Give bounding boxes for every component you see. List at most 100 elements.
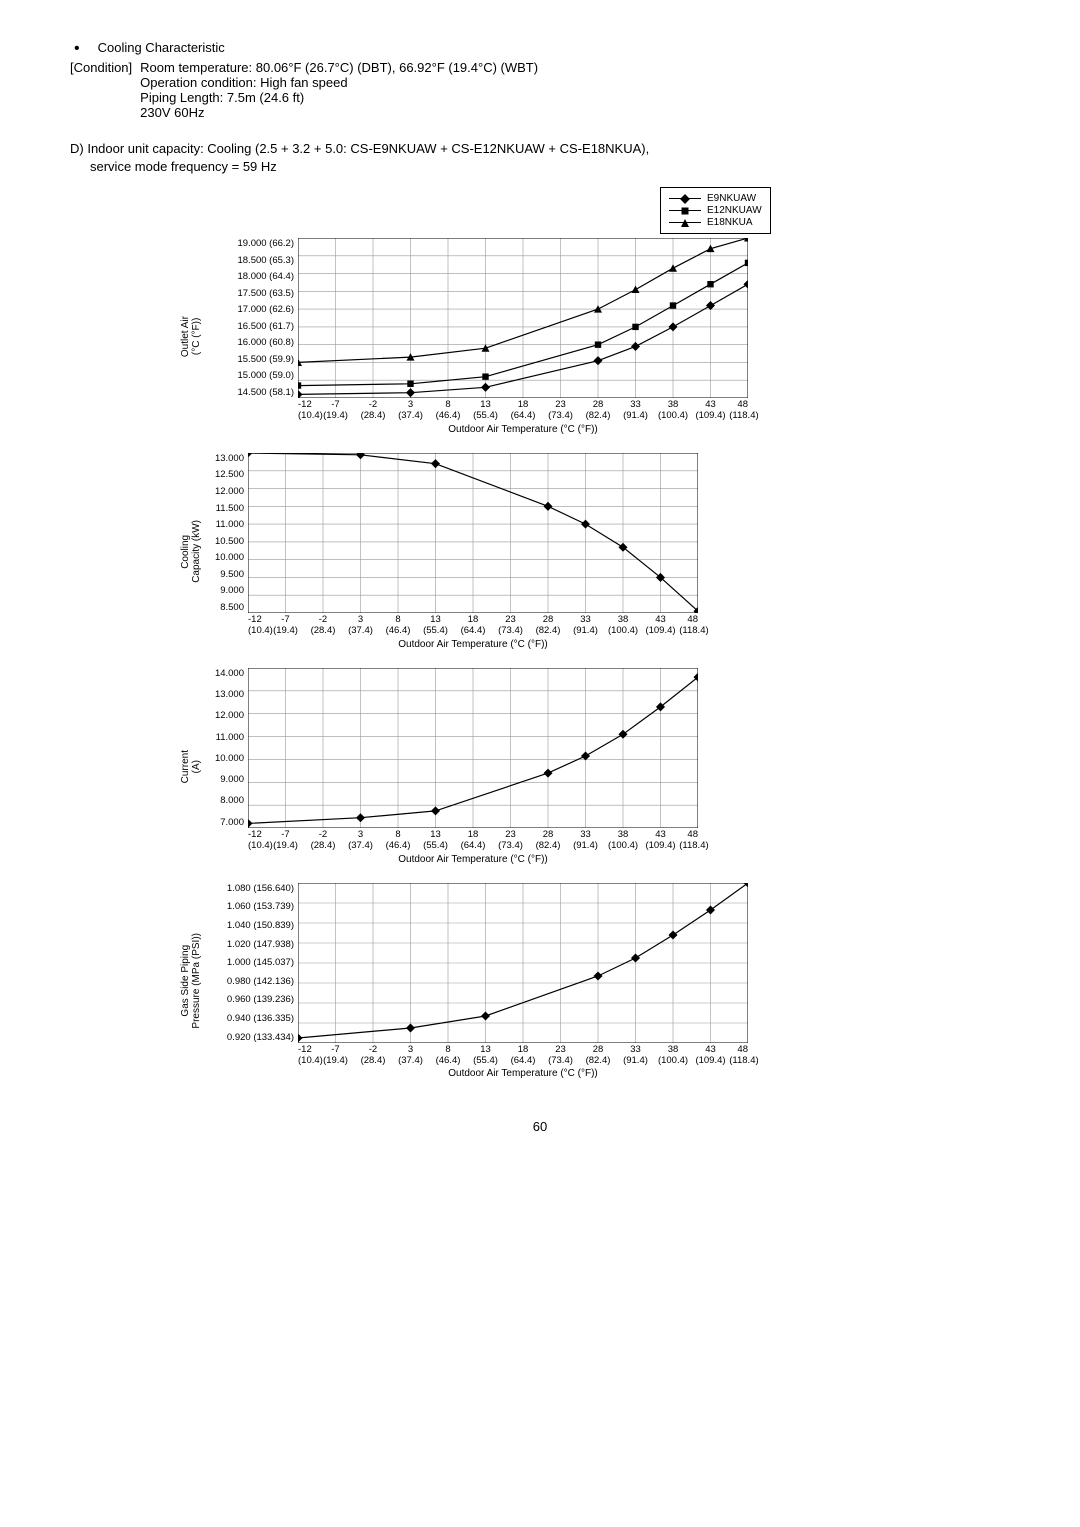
x-tick-label: 28(82.4) — [529, 830, 567, 852]
x-axis-label: Outdoor Air Temperature (°C (°F)) — [298, 424, 748, 435]
y-tick-label: 0.960 (139.236) — [227, 994, 294, 1005]
x-tick-label: -7(19.4) — [267, 615, 305, 637]
y-tick-label: 10.000 — [215, 753, 244, 764]
y-tick-label: 1.060 (153.739) — [227, 901, 294, 912]
x-tick-label: 43(109.4) — [642, 830, 680, 852]
x-tick-label: -7(19.4) — [267, 830, 305, 852]
condition-line: Operation condition: High fan speed — [140, 75, 538, 90]
x-ticks: -12(10.4)-7(19.4)-2(28.4)3(37.4)8(46.4)1… — [206, 615, 698, 637]
x-tick-label: 3(37.4) — [392, 400, 430, 422]
x-tick-label: -7(19.4) — [317, 1045, 355, 1067]
y-axis-label: Outlet Air (°C (°F)) — [180, 316, 204, 357]
x-tick-label: 48(118.4) — [729, 1045, 748, 1067]
x-axis-label: Outdoor Air Temperature (°C (°F)) — [248, 639, 698, 650]
x-tick-label: 33(91.4) — [617, 1045, 655, 1067]
x-tick-label: 33(91.4) — [617, 400, 655, 422]
y-tick-label: 0.980 (142.136) — [227, 976, 294, 987]
y-tick-label: 15.000 (59.0) — [237, 370, 294, 381]
x-tick-label: 33(91.4) — [567, 615, 605, 637]
y-tick-label: 11.000 — [216, 732, 244, 743]
condition-line: Piping Length: 7.5m (24.6 ft) — [140, 90, 538, 105]
y-tick-label: 10.500 — [215, 536, 244, 547]
x-tick-label: 43(109.4) — [692, 400, 730, 422]
y-tick-label: 0.940 (136.335) — [227, 1013, 294, 1024]
condition-lines: Room temperature: 80.06°F (26.7°C) (DBT)… — [140, 60, 538, 120]
section-d: D) Indoor unit capacity: Cooling (2.5 + … — [70, 140, 1010, 175]
page-number: 60 — [70, 1119, 1010, 1134]
x-tick-label: 18(64.4) — [504, 1045, 542, 1067]
x-tick-label: 8(46.4) — [379, 830, 417, 852]
charts-container: E9NKUAW E12NKUAW E18NKUA Outlet Air (°C … — [180, 187, 1010, 1079]
condition-block: [Condition] Room temperature: 80.06°F (2… — [70, 60, 1010, 120]
chart-2: Current (A)14.00013.00012.00011.00010.00… — [180, 668, 1010, 865]
y-axis-label: Gas Side Piping Pressure (MPa (PSI)) — [180, 933, 204, 1029]
y-tick-label: 12.500 — [215, 469, 244, 480]
x-tick-label: 8(46.4) — [379, 615, 417, 637]
x-tick-label: 48(118.4) — [679, 615, 698, 637]
x-tick-label: 3(37.4) — [392, 1045, 430, 1067]
x-tick-label: 3(37.4) — [342, 830, 380, 852]
x-axis-label: Outdoor Air Temperature (°C (°F)) — [248, 854, 698, 865]
y-tick-label: 16.500 (61.7) — [237, 321, 294, 332]
chart-legend: E9NKUAW E12NKUAW E18NKUA — [660, 187, 771, 234]
y-tick-label: 8.500 — [220, 602, 244, 613]
x-tick-label: 38(100.4) — [654, 400, 692, 422]
x-tick-label: 13(55.4) — [417, 615, 455, 637]
x-tick-label: 23(73.4) — [542, 1045, 580, 1067]
y-axis-label: Current (A) — [180, 750, 204, 783]
x-axis-label: Outdoor Air Temperature (°C (°F)) — [298, 1068, 748, 1079]
x-tick-label: -2(28.4) — [354, 400, 392, 422]
y-tick-label: 15.500 (59.9) — [237, 354, 294, 365]
y-tick-label: 11.000 — [216, 519, 244, 530]
chart-plot — [248, 453, 698, 613]
section-d-line2: service mode frequency = 59 Hz — [90, 158, 1010, 176]
legend-label: E12NKUAW — [707, 205, 762, 216]
y-tick-label: 0.920 (133.434) — [227, 1032, 294, 1043]
bullet-dot: • — [74, 40, 80, 58]
x-tick-label: 43(109.4) — [692, 1045, 730, 1067]
y-tick-label: 12.000 — [215, 710, 244, 721]
y-tick-label: 19.000 (66.2) — [237, 238, 294, 249]
x-tick-label: 8(46.4) — [429, 400, 467, 422]
y-tick-label: 17.000 (62.6) — [237, 304, 294, 315]
y-tick-label: 9.000 — [220, 774, 244, 785]
x-tick-label: 18(64.4) — [454, 830, 492, 852]
x-tick-label: -7(19.4) — [317, 400, 355, 422]
x-tick-label: 38(100.4) — [604, 615, 642, 637]
legend-item: E12NKUAW — [669, 205, 762, 216]
y-tick-label: 13.000 — [215, 453, 244, 464]
chart-plot — [298, 883, 748, 1043]
x-tick-label: 48(118.4) — [679, 830, 698, 852]
x-tick-label: -12(10.4) — [248, 830, 267, 852]
x-tick-label: 48(118.4) — [729, 400, 748, 422]
page-header: • Cooling Characteristic [Condition] Roo… — [70, 40, 1010, 120]
chart-3: Gas Side Piping Pressure (MPa (PSI))1.08… — [180, 883, 1010, 1080]
x-tick-label: 28(82.4) — [579, 400, 617, 422]
x-tick-label: 23(73.4) — [492, 830, 530, 852]
chart-0: Outlet Air (°C (°F)) 19.000 (66.2) 18.500 … — [180, 238, 1010, 435]
y-tick-label: 9.500 — [220, 569, 244, 580]
y-tick-label: 1.040 (150.839) — [227, 920, 294, 931]
y-tick-label: 16.000 (60.8) — [237, 337, 294, 348]
x-tick-label: 23(73.4) — [542, 400, 580, 422]
condition-label: [Condition] — [70, 60, 132, 120]
condition-line: Room temperature: 80.06°F (26.7°C) (DBT)… — [140, 60, 538, 75]
legend-item: E18NKUA — [669, 217, 762, 228]
legend-label: E18NKUA — [707, 217, 753, 228]
y-ticks: 13.00012.50012.00011.50011.00010.50010.0… — [206, 453, 248, 613]
x-tick-label: -12(10.4) — [298, 1045, 317, 1067]
x-tick-label: 13(55.4) — [417, 830, 455, 852]
x-ticks: -12(10.4)-7(19.4)-2(28.4)3(37.4)8(46.4)1… — [206, 830, 698, 852]
y-tick-label: 18.500 (65.3) — [237, 255, 294, 266]
x-tick-label: 38(100.4) — [654, 1045, 692, 1067]
y-tick-label: 14.000 — [215, 668, 244, 679]
y-tick-label: 14.500 (58.1) — [237, 387, 294, 398]
x-ticks: -12(10.4)-7(19.4)-2(28.4)3(37.4)8(46.4)1… — [206, 400, 748, 422]
x-tick-label: 23(73.4) — [492, 615, 530, 637]
y-tick-label: 8.000 — [220, 795, 244, 806]
x-tick-label: 38(100.4) — [604, 830, 642, 852]
y-tick-label: 17.500 (63.5) — [237, 288, 294, 299]
y-axis-label: Cooling Capacity (kW) — [180, 520, 204, 583]
y-tick-label: 7.000 — [220, 817, 244, 828]
x-tick-label: -12(10.4) — [298, 400, 317, 422]
